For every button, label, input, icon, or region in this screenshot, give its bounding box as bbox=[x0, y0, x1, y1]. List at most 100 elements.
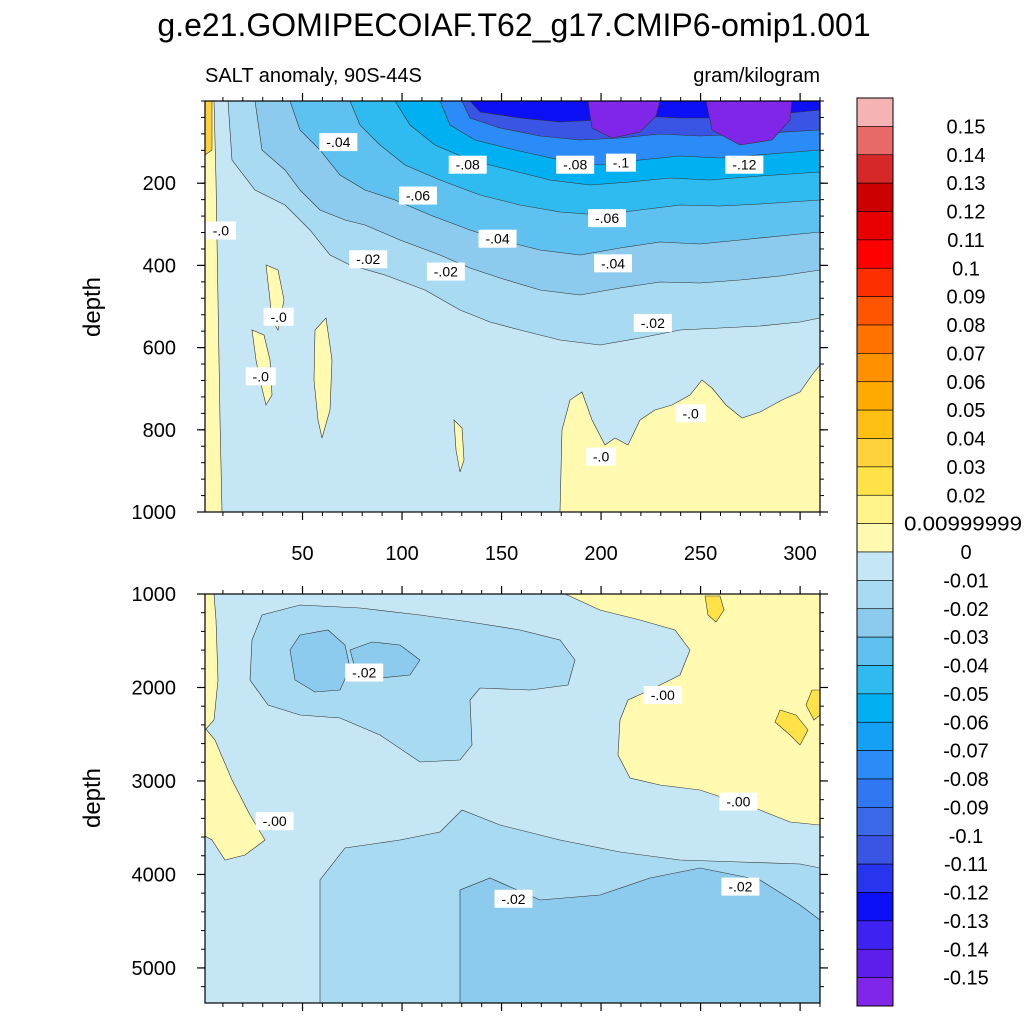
contour-label: -.02 bbox=[349, 250, 388, 269]
contour-label-background bbox=[205, 221, 236, 240]
y-tick-label: 400 bbox=[143, 255, 176, 277]
x-tick-label: 250 bbox=[684, 543, 717, 565]
contour-label-text: -.12 bbox=[732, 157, 756, 173]
contour-label-background bbox=[426, 262, 465, 281]
contour-label-text: -.04 bbox=[486, 231, 510, 247]
contour-label-text: -.02 bbox=[434, 264, 458, 280]
colorbar-label: 0.05 bbox=[947, 400, 986, 422]
contour-label: -.0 bbox=[675, 404, 706, 423]
colorbar-swatch bbox=[856, 636, 894, 666]
colorbar-label: -0.12 bbox=[943, 883, 989, 905]
contour-label: -.00 bbox=[719, 792, 758, 811]
colorbar-label: -0.02 bbox=[943, 599, 989, 621]
colorbar-frame bbox=[856, 97, 894, 1007]
x-tick-label: 100 bbox=[385, 543, 418, 565]
contour-label: -.04 bbox=[594, 254, 633, 273]
y-tick-label: 4000 bbox=[132, 864, 177, 886]
contour-label-background bbox=[633, 313, 672, 332]
colorbar-swatch bbox=[856, 580, 894, 610]
colorbar-swatch bbox=[856, 863, 894, 893]
contour-label: -.04 bbox=[478, 229, 517, 248]
colorbar-label: -0.13 bbox=[943, 911, 989, 933]
colorbar-label: -0.05 bbox=[943, 684, 989, 706]
band-positive-deep-top bbox=[559, 364, 820, 512]
contour-label-text: -.02 bbox=[641, 315, 665, 331]
colorbar-swatch bbox=[856, 551, 894, 581]
band-minus-0.15-top-a bbox=[587, 101, 661, 139]
contour-label-background bbox=[448, 155, 487, 174]
colorbar-label: 0.03 bbox=[947, 457, 986, 479]
band-0.01-patch-c bbox=[805, 689, 820, 721]
contour-label: -.08 bbox=[448, 155, 487, 174]
contour-label-text: -.02 bbox=[728, 879, 752, 895]
contour-label-text: -.04 bbox=[326, 134, 350, 150]
contour-label-text: -.04 bbox=[601, 255, 625, 271]
colorbar-label: -0.11 bbox=[944, 854, 988, 876]
y-tick-label: 600 bbox=[143, 338, 176, 360]
contour-label-background bbox=[643, 685, 682, 704]
x-tick-label: 150 bbox=[485, 543, 518, 565]
colorbar-swatch bbox=[856, 750, 894, 780]
colorbar-swatch bbox=[856, 239, 894, 269]
contour-label-background bbox=[719, 792, 758, 811]
colorbar-swatch bbox=[856, 296, 894, 326]
contour-label: -.02 bbox=[494, 889, 533, 908]
colorbar-swatch bbox=[856, 211, 894, 241]
contour-label-text: -.08 bbox=[456, 157, 480, 173]
contour-label: -.0 bbox=[245, 367, 276, 386]
contour-label-text: -.08 bbox=[563, 157, 587, 173]
colorbar-swatch bbox=[856, 438, 894, 468]
x-tick-label: 300 bbox=[783, 543, 816, 565]
colorbar-label: 0.07 bbox=[947, 343, 986, 365]
x-tick-label: 50 bbox=[291, 543, 313, 565]
band-positive-blob-c bbox=[313, 317, 333, 439]
colorbar-label: 0.1 bbox=[952, 258, 980, 280]
chart-title: g.e21.GOMIPECOIAF.T62_g17.CMIP6-omip1.00… bbox=[157, 7, 870, 43]
colorbar-label: 0.08 bbox=[947, 315, 986, 337]
contour-label: -.12 bbox=[725, 155, 764, 174]
contour-label-background bbox=[494, 889, 533, 908]
contour-label-text: -.06 bbox=[406, 188, 430, 204]
contour-label-text: -.00 bbox=[726, 794, 750, 810]
band-positive-surface-top bbox=[205, 101, 213, 156]
subtitle-left: SALT anomaly, 90S-44S bbox=[205, 65, 422, 87]
contour-label-text: -.00 bbox=[651, 687, 675, 703]
contour-label: -.06 bbox=[398, 186, 437, 205]
contour-label-text: -.1 bbox=[613, 155, 630, 171]
colorbar-swatch bbox=[856, 154, 894, 184]
y-tick-label: 1000 bbox=[132, 502, 177, 524]
colorbar-label: 0.06 bbox=[947, 372, 986, 394]
top-plot-frame bbox=[204, 100, 821, 513]
colorbar-label: -0.03 bbox=[943, 627, 989, 649]
contour-label-background bbox=[721, 877, 760, 896]
colorbar-label: -0.07 bbox=[943, 741, 989, 763]
y-tick-label: 200 bbox=[143, 173, 176, 195]
colorbar-swatch bbox=[856, 182, 894, 212]
colorbar-swatch bbox=[856, 665, 894, 695]
colorbar-label: 0.13 bbox=[947, 173, 986, 195]
contour-label: -.02 bbox=[345, 663, 384, 682]
contour-label-background bbox=[263, 307, 294, 326]
band-positive-blob-d bbox=[453, 419, 465, 473]
colorbar-label: 0.12 bbox=[947, 202, 986, 224]
band-positive-left-bottom bbox=[205, 727, 266, 861]
contour-label-text: -.0 bbox=[253, 368, 270, 384]
colorbar-label: 0.14 bbox=[947, 145, 986, 167]
x-tick-label: 200 bbox=[584, 543, 617, 565]
contour-label: -.1 bbox=[605, 153, 636, 172]
colorbar-swatch bbox=[856, 977, 894, 1007]
colorbar-label: 0.15 bbox=[947, 116, 986, 138]
contour-label-background bbox=[556, 155, 595, 174]
colorbar-swatch bbox=[856, 608, 894, 638]
band-positive-right-bottom bbox=[564, 594, 820, 826]
contour-label-text: -.0 bbox=[682, 405, 699, 421]
colorbar-label: -0.1 bbox=[949, 826, 983, 848]
colorbar-label: -0.14 bbox=[943, 939, 989, 961]
y-tick-label: 1000 bbox=[132, 584, 177, 606]
contour-label-background bbox=[725, 155, 764, 174]
contour-label-text: -.02 bbox=[352, 665, 376, 681]
band-positive-left-strip-bottom bbox=[205, 594, 219, 731]
contour-label-text: -.02 bbox=[501, 891, 525, 907]
contour-label-text: -.0 bbox=[270, 309, 287, 325]
bottom-ylabel: depth bbox=[79, 768, 106, 828]
